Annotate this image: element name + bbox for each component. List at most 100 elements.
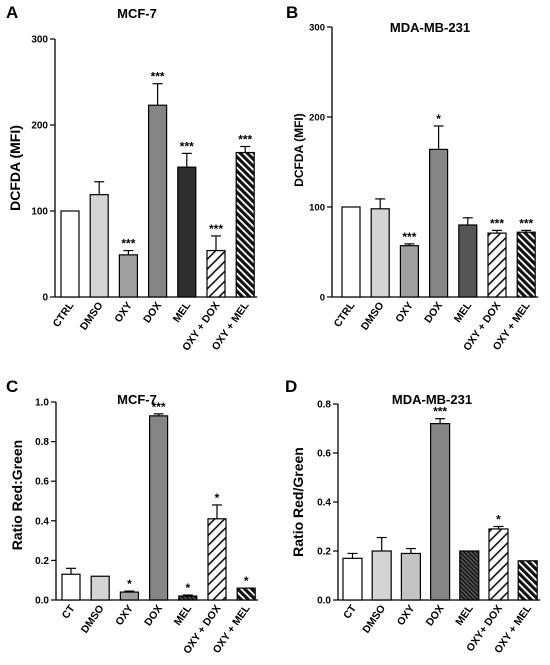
bar-mel xyxy=(177,166,197,298)
category-label: OXY xyxy=(113,603,136,628)
category-label: OXY xyxy=(395,603,418,628)
bar-oxy xyxy=(399,245,419,298)
y-tick-label: 0.2 xyxy=(35,556,49,567)
significance-label: *** xyxy=(209,222,223,236)
panel-a: A MCF-7 DCFDA (MFI) 0 100 200 300 CTRL DMSO *** OX… xyxy=(6,3,258,353)
panel-title: MCF-7 xyxy=(117,6,157,21)
y-tick-label: 300 xyxy=(309,23,325,34)
significance-label: *** xyxy=(238,133,252,147)
y-tick-label: 0.8 xyxy=(35,437,49,448)
category-label: CT xyxy=(60,602,78,621)
bar-oxy-mel xyxy=(517,560,538,601)
bar-dox xyxy=(148,104,168,298)
bar-dox xyxy=(429,148,449,298)
y-tick-label: 0 xyxy=(320,293,325,304)
category-label: CT xyxy=(341,602,359,621)
bar-oxy-mel xyxy=(235,151,255,298)
bar-mel xyxy=(458,224,478,298)
bar-dox xyxy=(149,415,169,601)
significance-label: *** xyxy=(152,400,166,414)
bar-mel xyxy=(178,595,198,601)
category-label: CTRL xyxy=(51,299,77,329)
y-tick-label: 0.6 xyxy=(35,477,49,488)
y-axis-label: Ratio Red:Green xyxy=(9,440,25,550)
panel-title: MDA-MB-231 xyxy=(392,392,472,407)
y-tick-label: 200 xyxy=(31,121,48,132)
y-tick-label: 0.0 xyxy=(35,596,49,607)
category-label: OXY xyxy=(393,300,416,325)
bar-mel xyxy=(459,550,480,601)
significance-label: * xyxy=(215,491,220,505)
significance-label: *** xyxy=(121,237,135,251)
bar-dmso xyxy=(370,208,390,298)
bar-oxy-dox xyxy=(207,518,227,601)
category-label: DOX xyxy=(424,603,447,629)
significance-label: * xyxy=(496,513,501,527)
bar-dox xyxy=(430,423,451,601)
significance-label: * xyxy=(436,112,441,126)
category-label: DMSO xyxy=(360,603,388,636)
category-label: DOX xyxy=(422,300,445,326)
y-tick-label: 0.2 xyxy=(317,547,331,558)
y-axis-label: DCFDA (MFI) xyxy=(292,113,306,187)
bar-oxy xyxy=(400,552,421,601)
bar-oxy-mel xyxy=(236,587,256,601)
panel-letter: C xyxy=(6,377,18,396)
bar-oxy-mel xyxy=(516,231,536,298)
category-label: MEL xyxy=(172,602,195,628)
bar-oxy-dox xyxy=(206,249,226,298)
category-label: DMSO xyxy=(78,300,106,333)
bar-ct xyxy=(342,557,363,601)
y-tick-label: 100 xyxy=(309,203,325,214)
category-label: DMSO xyxy=(359,300,387,333)
y-tick-label: 0.8 xyxy=(317,400,331,411)
bar-oxy xyxy=(118,254,139,298)
significance-label: *** xyxy=(433,405,447,419)
significance-label: *** xyxy=(180,139,194,153)
y-tick-label: 1.0 xyxy=(35,398,49,409)
category-label: DMSO xyxy=(79,603,107,636)
panel-title: MDA-MB-231 xyxy=(390,20,470,35)
significance-label: *** xyxy=(490,216,504,230)
category-label: CTRL xyxy=(332,299,358,329)
bar-ctrl xyxy=(60,210,80,298)
category-label: MEL xyxy=(452,299,475,325)
y-tick-label: 200 xyxy=(309,113,325,124)
y-axis-label: DCFDA (MFI) xyxy=(7,125,23,211)
y-tick-label: 0.4 xyxy=(317,498,331,509)
significance-label: * xyxy=(127,577,132,591)
y-tick-label: 0.0 xyxy=(317,596,331,607)
bar-dmso xyxy=(90,575,110,601)
category-label: DOX xyxy=(141,300,164,326)
y-tick-label: 0.6 xyxy=(317,449,331,460)
panel-letter: B xyxy=(286,3,298,22)
panel-c: C MCF-7 Ratio Red:Green 0.0 0.2 0.4 0.6 0.8 1.0 C… xyxy=(6,377,259,656)
bar-ctrl xyxy=(341,206,361,298)
y-axis-label: Ratio Red/Green xyxy=(290,447,306,557)
y-tick-label: 0 xyxy=(42,293,48,304)
panel-d: D MDA-MB-231 Ratio Red/Green 0.0 0.2 0.4 0.6 0.… xyxy=(285,377,541,656)
y-tick-label: 0.4 xyxy=(35,516,49,527)
category-label: MEL xyxy=(171,299,194,325)
category-label: DOX xyxy=(142,603,165,629)
panel-letter: A xyxy=(6,3,18,22)
bar-oxy-dox xyxy=(487,232,507,298)
category-label: MEL xyxy=(453,602,476,628)
bar-ct xyxy=(61,573,81,601)
panel-title: MCF-7 xyxy=(117,392,157,407)
y-tick-label: 100 xyxy=(31,207,48,218)
significance-label: *** xyxy=(151,70,165,84)
y-tick-label: 300 xyxy=(31,35,48,46)
significance-label: * xyxy=(244,574,249,588)
panel-b: B MDA-MB-231 DCFDA (MFI) 0 100 200 300 CTRL DMSO… xyxy=(286,3,539,353)
bar-oxy-dox xyxy=(488,528,509,601)
category-label: OXY xyxy=(112,300,135,325)
panel-letter: D xyxy=(285,377,297,396)
bar-oxy xyxy=(119,591,140,601)
bar-dmso xyxy=(89,194,109,298)
significance-label: *** xyxy=(519,216,533,230)
bar-dmso xyxy=(371,550,392,601)
significance-label: * xyxy=(185,581,190,595)
significance-label: *** xyxy=(402,230,416,244)
